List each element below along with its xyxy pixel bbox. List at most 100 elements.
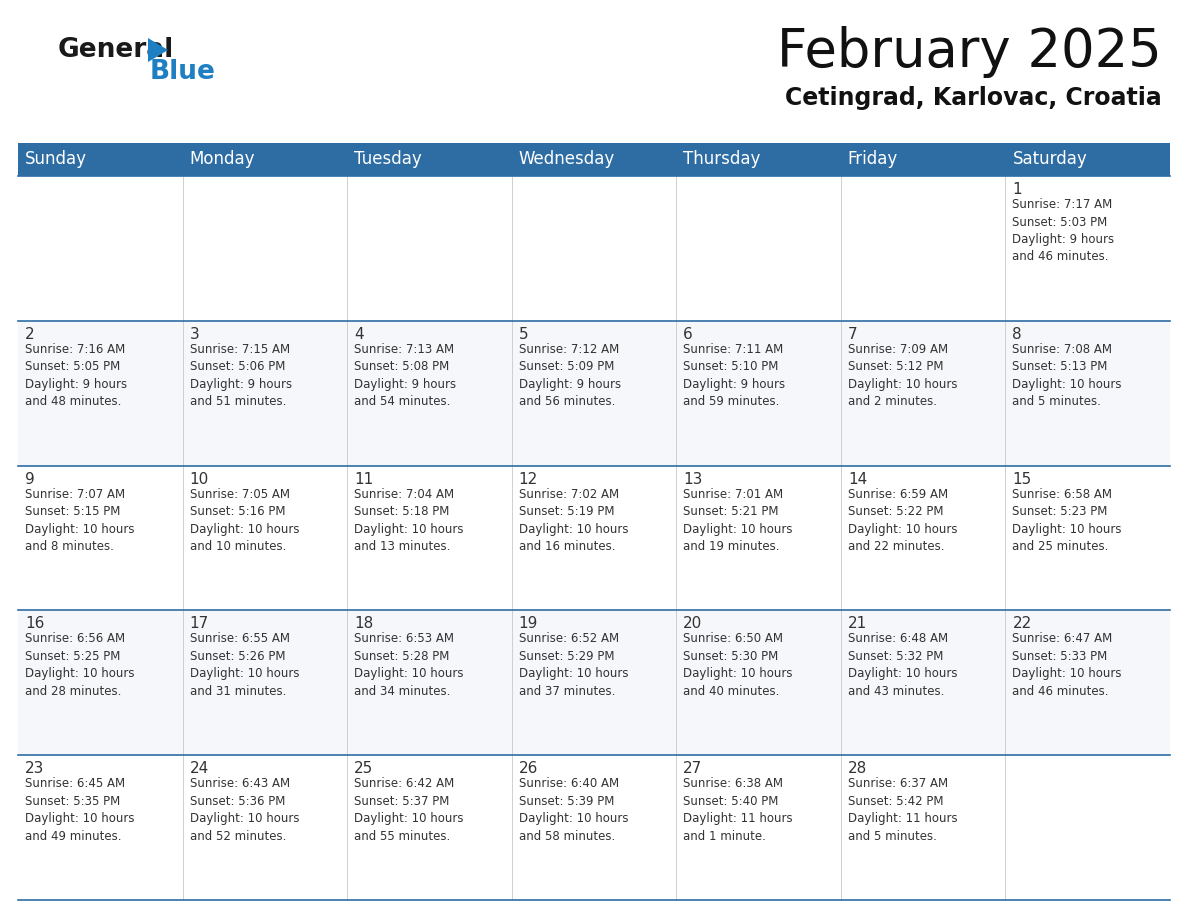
Bar bbox=[841, 465, 1005, 610]
Bar bbox=[18, 756, 183, 900]
Text: 5: 5 bbox=[519, 327, 529, 341]
Text: Blue: Blue bbox=[150, 59, 216, 85]
Bar bbox=[183, 320, 347, 465]
Text: Sunrise: 7:01 AM
Sunset: 5:21 PM
Daylight: 10 hours
and 19 minutes.: Sunrise: 7:01 AM Sunset: 5:21 PM Dayligh… bbox=[683, 487, 792, 554]
Text: 20: 20 bbox=[683, 616, 702, 632]
Text: Sunrise: 7:07 AM
Sunset: 5:15 PM
Daylight: 10 hours
and 8 minutes.: Sunrise: 7:07 AM Sunset: 5:15 PM Dayligh… bbox=[25, 487, 134, 554]
Bar bbox=[1005, 320, 1170, 465]
Bar bbox=[676, 610, 841, 756]
Text: 18: 18 bbox=[354, 616, 373, 632]
Text: 28: 28 bbox=[848, 761, 867, 777]
Bar bbox=[18, 176, 183, 320]
Text: Sunrise: 6:38 AM
Sunset: 5:40 PM
Daylight: 11 hours
and 1 minute.: Sunrise: 6:38 AM Sunset: 5:40 PM Dayligh… bbox=[683, 778, 792, 843]
Bar bbox=[183, 756, 347, 900]
Text: Sunrise: 6:52 AM
Sunset: 5:29 PM
Daylight: 10 hours
and 37 minutes.: Sunrise: 6:52 AM Sunset: 5:29 PM Dayligh… bbox=[519, 633, 628, 698]
Bar bbox=[347, 176, 512, 320]
Bar bbox=[347, 756, 512, 900]
Text: 25: 25 bbox=[354, 761, 373, 777]
Text: 11: 11 bbox=[354, 472, 373, 487]
Bar bbox=[183, 465, 347, 610]
Text: 4: 4 bbox=[354, 327, 364, 341]
Text: Sunrise: 6:50 AM
Sunset: 5:30 PM
Daylight: 10 hours
and 40 minutes.: Sunrise: 6:50 AM Sunset: 5:30 PM Dayligh… bbox=[683, 633, 792, 698]
Text: Sunrise: 7:12 AM
Sunset: 5:09 PM
Daylight: 9 hours
and 56 minutes.: Sunrise: 7:12 AM Sunset: 5:09 PM Dayligh… bbox=[519, 342, 621, 409]
Text: Sunday: Sunday bbox=[25, 151, 87, 169]
Text: 16: 16 bbox=[25, 616, 44, 632]
Text: Sunrise: 6:40 AM
Sunset: 5:39 PM
Daylight: 10 hours
and 58 minutes.: Sunrise: 6:40 AM Sunset: 5:39 PM Dayligh… bbox=[519, 778, 628, 843]
Bar bbox=[183, 610, 347, 756]
Text: Sunrise: 6:59 AM
Sunset: 5:22 PM
Daylight: 10 hours
and 22 minutes.: Sunrise: 6:59 AM Sunset: 5:22 PM Dayligh… bbox=[848, 487, 958, 554]
Text: Thursday: Thursday bbox=[683, 151, 760, 169]
Text: General: General bbox=[58, 37, 175, 63]
Bar bbox=[18, 320, 183, 465]
Bar bbox=[676, 176, 841, 320]
Bar bbox=[841, 756, 1005, 900]
Text: 3: 3 bbox=[190, 327, 200, 341]
Text: Sunrise: 7:08 AM
Sunset: 5:13 PM
Daylight: 10 hours
and 5 minutes.: Sunrise: 7:08 AM Sunset: 5:13 PM Dayligh… bbox=[1012, 342, 1121, 409]
Bar bbox=[347, 465, 512, 610]
Text: 1: 1 bbox=[1012, 182, 1022, 197]
Text: Sunrise: 6:55 AM
Sunset: 5:26 PM
Daylight: 10 hours
and 31 minutes.: Sunrise: 6:55 AM Sunset: 5:26 PM Dayligh… bbox=[190, 633, 299, 698]
Bar bbox=[676, 756, 841, 900]
Text: 9: 9 bbox=[25, 472, 34, 487]
Text: 2: 2 bbox=[25, 327, 34, 341]
Text: Sunrise: 6:58 AM
Sunset: 5:23 PM
Daylight: 10 hours
and 25 minutes.: Sunrise: 6:58 AM Sunset: 5:23 PM Dayligh… bbox=[1012, 487, 1121, 554]
Text: 8: 8 bbox=[1012, 327, 1022, 341]
Bar bbox=[841, 176, 1005, 320]
Bar bbox=[512, 610, 676, 756]
Text: Sunrise: 7:15 AM
Sunset: 5:06 PM
Daylight: 9 hours
and 51 minutes.: Sunrise: 7:15 AM Sunset: 5:06 PM Dayligh… bbox=[190, 342, 292, 409]
Bar bbox=[841, 610, 1005, 756]
Text: 19: 19 bbox=[519, 616, 538, 632]
Text: Sunrise: 7:17 AM
Sunset: 5:03 PM
Daylight: 9 hours
and 46 minutes.: Sunrise: 7:17 AM Sunset: 5:03 PM Dayligh… bbox=[1012, 198, 1114, 263]
Bar bbox=[18, 465, 183, 610]
Text: Sunrise: 6:56 AM
Sunset: 5:25 PM
Daylight: 10 hours
and 28 minutes.: Sunrise: 6:56 AM Sunset: 5:25 PM Dayligh… bbox=[25, 633, 134, 698]
Text: 13: 13 bbox=[683, 472, 702, 487]
Text: 23: 23 bbox=[25, 761, 44, 777]
Text: Sunrise: 6:47 AM
Sunset: 5:33 PM
Daylight: 10 hours
and 46 minutes.: Sunrise: 6:47 AM Sunset: 5:33 PM Dayligh… bbox=[1012, 633, 1121, 698]
Text: Sunrise: 6:42 AM
Sunset: 5:37 PM
Daylight: 10 hours
and 55 minutes.: Sunrise: 6:42 AM Sunset: 5:37 PM Dayligh… bbox=[354, 778, 463, 843]
Text: Sunrise: 7:13 AM
Sunset: 5:08 PM
Daylight: 9 hours
and 54 minutes.: Sunrise: 7:13 AM Sunset: 5:08 PM Dayligh… bbox=[354, 342, 456, 409]
Text: 27: 27 bbox=[683, 761, 702, 777]
Bar bbox=[1005, 756, 1170, 900]
Text: Sunrise: 7:11 AM
Sunset: 5:10 PM
Daylight: 9 hours
and 59 minutes.: Sunrise: 7:11 AM Sunset: 5:10 PM Dayligh… bbox=[683, 342, 785, 409]
Text: Sunrise: 7:16 AM
Sunset: 5:05 PM
Daylight: 9 hours
and 48 minutes.: Sunrise: 7:16 AM Sunset: 5:05 PM Dayligh… bbox=[25, 342, 127, 409]
Text: Saturday: Saturday bbox=[1012, 151, 1087, 169]
Text: 6: 6 bbox=[683, 327, 693, 341]
Text: 24: 24 bbox=[190, 761, 209, 777]
Text: Monday: Monday bbox=[190, 151, 255, 169]
Polygon shape bbox=[148, 38, 168, 62]
Text: 14: 14 bbox=[848, 472, 867, 487]
Text: Cetingrad, Karlovac, Croatia: Cetingrad, Karlovac, Croatia bbox=[785, 86, 1162, 110]
Text: Sunrise: 6:43 AM
Sunset: 5:36 PM
Daylight: 10 hours
and 52 minutes.: Sunrise: 6:43 AM Sunset: 5:36 PM Dayligh… bbox=[190, 778, 299, 843]
Text: 10: 10 bbox=[190, 472, 209, 487]
Bar bbox=[676, 465, 841, 610]
Bar bbox=[18, 610, 183, 756]
Bar bbox=[841, 320, 1005, 465]
Text: 26: 26 bbox=[519, 761, 538, 777]
Text: February 2025: February 2025 bbox=[777, 26, 1162, 78]
Text: Sunrise: 7:04 AM
Sunset: 5:18 PM
Daylight: 10 hours
and 13 minutes.: Sunrise: 7:04 AM Sunset: 5:18 PM Dayligh… bbox=[354, 487, 463, 554]
Bar bbox=[18, 143, 1170, 176]
Text: Sunrise: 7:05 AM
Sunset: 5:16 PM
Daylight: 10 hours
and 10 minutes.: Sunrise: 7:05 AM Sunset: 5:16 PM Dayligh… bbox=[190, 487, 299, 554]
Text: Sunrise: 6:45 AM
Sunset: 5:35 PM
Daylight: 10 hours
and 49 minutes.: Sunrise: 6:45 AM Sunset: 5:35 PM Dayligh… bbox=[25, 778, 134, 843]
Text: Sunrise: 6:53 AM
Sunset: 5:28 PM
Daylight: 10 hours
and 34 minutes.: Sunrise: 6:53 AM Sunset: 5:28 PM Dayligh… bbox=[354, 633, 463, 698]
Bar bbox=[1005, 610, 1170, 756]
Text: 15: 15 bbox=[1012, 472, 1031, 487]
Bar bbox=[512, 465, 676, 610]
Bar bbox=[347, 610, 512, 756]
Text: Wednesday: Wednesday bbox=[519, 151, 615, 169]
Text: Sunrise: 6:48 AM
Sunset: 5:32 PM
Daylight: 10 hours
and 43 minutes.: Sunrise: 6:48 AM Sunset: 5:32 PM Dayligh… bbox=[848, 633, 958, 698]
Text: Friday: Friday bbox=[848, 151, 898, 169]
Text: 21: 21 bbox=[848, 616, 867, 632]
Bar bbox=[512, 756, 676, 900]
Text: 22: 22 bbox=[1012, 616, 1031, 632]
Text: Tuesday: Tuesday bbox=[354, 151, 422, 169]
Text: Sunrise: 7:09 AM
Sunset: 5:12 PM
Daylight: 10 hours
and 2 minutes.: Sunrise: 7:09 AM Sunset: 5:12 PM Dayligh… bbox=[848, 342, 958, 409]
Bar bbox=[512, 320, 676, 465]
Bar bbox=[512, 176, 676, 320]
Text: Sunrise: 7:02 AM
Sunset: 5:19 PM
Daylight: 10 hours
and 16 minutes.: Sunrise: 7:02 AM Sunset: 5:19 PM Dayligh… bbox=[519, 487, 628, 554]
Text: 17: 17 bbox=[190, 616, 209, 632]
Bar bbox=[676, 320, 841, 465]
Bar bbox=[1005, 465, 1170, 610]
Text: 12: 12 bbox=[519, 472, 538, 487]
Bar bbox=[183, 176, 347, 320]
